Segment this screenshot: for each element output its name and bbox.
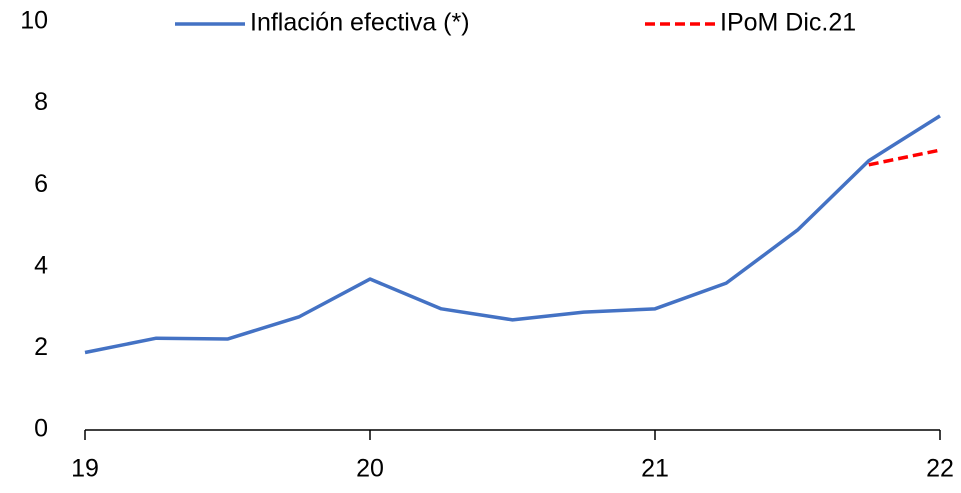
y-tick-label: 4	[34, 251, 48, 279]
x-tick-label: 19	[71, 455, 99, 483]
series-line	[84, 114, 941, 355]
legend-label: IPoM Dic.21	[720, 9, 856, 37]
y-tick-label: 6	[34, 170, 48, 198]
x-tick-label: 22	[926, 455, 954, 483]
series-line	[868, 148, 941, 167]
legend-label: Inflación efectiva (*)	[250, 9, 470, 37]
y-tick-label: 8	[34, 88, 48, 116]
x-tick-label: 20	[356, 455, 384, 483]
y-tick-label: 2	[34, 333, 48, 361]
y-tick-label: 0	[34, 415, 48, 443]
x-tick-label: 21	[641, 455, 669, 483]
y-tick-label: 10	[20, 7, 48, 35]
